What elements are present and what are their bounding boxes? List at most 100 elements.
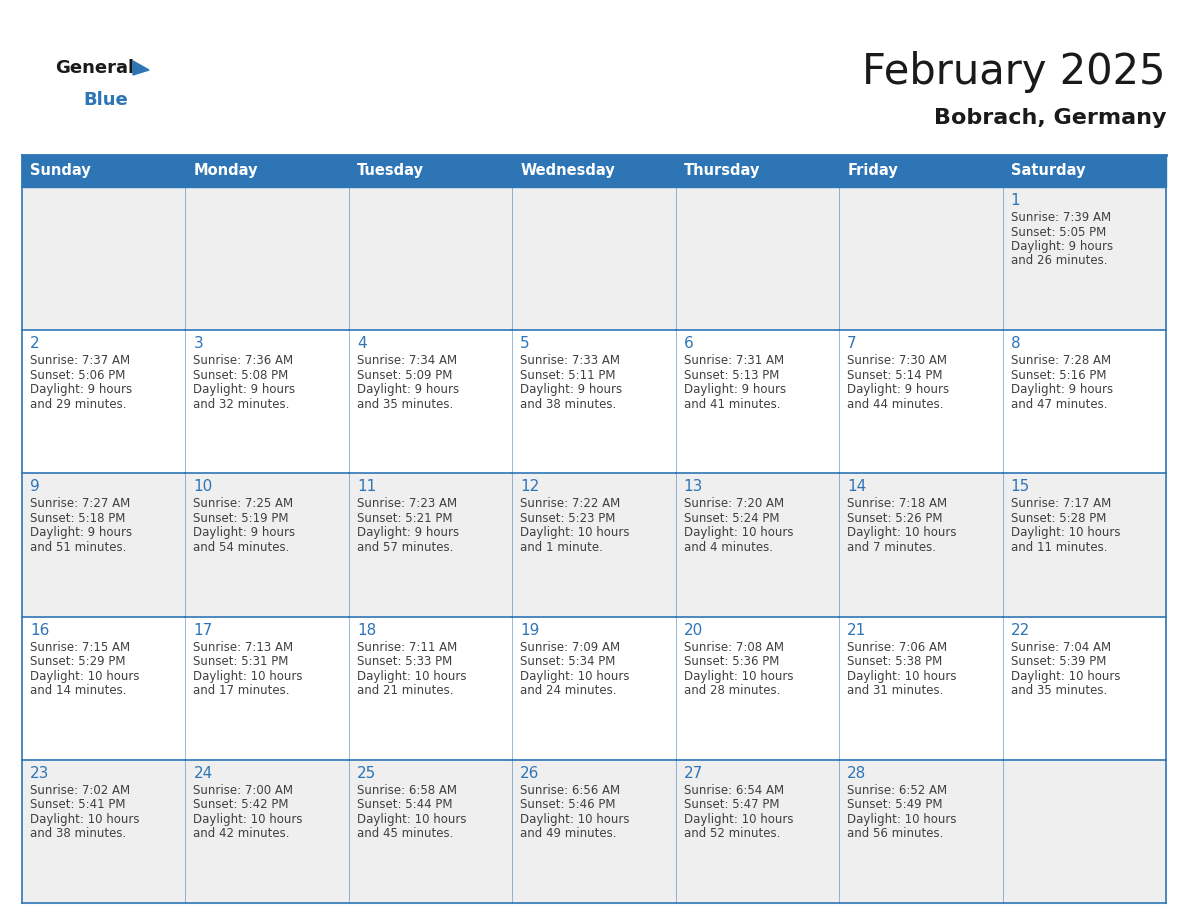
Text: Daylight: 10 hours: Daylight: 10 hours [194,669,303,683]
Text: Sunset: 5:42 PM: Sunset: 5:42 PM [194,799,289,812]
Text: Daylight: 10 hours: Daylight: 10 hours [1011,526,1120,540]
Bar [839,474,1003,617]
Text: and 1 minute.: and 1 minute. [520,541,604,554]
Text: Sunset: 5:44 PM: Sunset: 5:44 PM [356,799,453,812]
Text: 10: 10 [194,479,213,495]
Text: Sunset: 5:06 PM: Sunset: 5:06 PM [30,369,126,382]
Text: and 52 minutes.: and 52 minutes. [684,827,781,840]
Text: and 35 minutes.: and 35 minutes. [1011,684,1107,697]
Text: Sunrise: 7:04 AM: Sunrise: 7:04 AM [1011,641,1111,654]
Text: Sunset: 5:16 PM: Sunset: 5:16 PM [1011,369,1106,382]
Text: Sunset: 5:29 PM: Sunset: 5:29 PM [30,655,126,668]
Bar [23,187,185,330]
Bar [185,617,349,760]
Text: Daylight: 9 hours: Daylight: 9 hours [194,383,296,397]
Text: and 38 minutes.: and 38 minutes. [30,827,126,840]
Text: 14: 14 [847,479,866,495]
Text: Sunset: 5:23 PM: Sunset: 5:23 PM [520,512,615,525]
Text: Daylight: 10 hours: Daylight: 10 hours [520,812,630,826]
Text: 18: 18 [356,622,377,638]
Text: Daylight: 9 hours: Daylight: 9 hours [356,526,459,540]
Text: Sunrise: 6:56 AM: Sunrise: 6:56 AM [520,784,620,797]
Text: Sunset: 5:24 PM: Sunset: 5:24 PM [684,512,779,525]
Text: Sunset: 5:33 PM: Sunset: 5:33 PM [356,655,453,668]
Text: 20: 20 [684,622,703,638]
Text: 27: 27 [684,766,703,781]
Polygon shape [133,61,148,75]
Bar [185,187,349,330]
Text: Daylight: 10 hours: Daylight: 10 hours [684,526,794,540]
Text: Sunset: 5:19 PM: Sunset: 5:19 PM [194,512,289,525]
Text: and 45 minutes.: and 45 minutes. [356,827,454,840]
Text: Sunrise: 7:11 AM: Sunrise: 7:11 AM [356,641,457,654]
Text: Sunset: 5:34 PM: Sunset: 5:34 PM [520,655,615,668]
Text: Daylight: 10 hours: Daylight: 10 hours [847,669,956,683]
Bar [839,187,1003,330]
Text: Sunset: 5:05 PM: Sunset: 5:05 PM [1011,226,1106,239]
Text: Friday: Friday [847,163,898,178]
Text: Daylight: 10 hours: Daylight: 10 hours [194,812,303,826]
Text: Sunrise: 7:15 AM: Sunrise: 7:15 AM [30,641,131,654]
Text: Sunrise: 7:23 AM: Sunrise: 7:23 AM [356,498,457,510]
Text: Daylight: 9 hours: Daylight: 9 hours [30,526,132,540]
Text: and 54 minutes.: and 54 minutes. [194,541,290,554]
Text: and 14 minutes.: and 14 minutes. [30,684,126,697]
Text: Daylight: 10 hours: Daylight: 10 hours [30,669,139,683]
Text: and 41 minutes.: and 41 minutes. [684,397,781,410]
Text: Sunrise: 7:08 AM: Sunrise: 7:08 AM [684,641,784,654]
Bar [349,187,512,330]
Text: 3: 3 [194,336,203,352]
Text: Sunrise: 6:58 AM: Sunrise: 6:58 AM [356,784,457,797]
Bar [185,474,349,617]
Text: and 56 minutes.: and 56 minutes. [847,827,943,840]
Text: 2: 2 [30,336,39,352]
Bar [676,330,839,474]
Bar [185,760,349,903]
Text: 4: 4 [356,336,366,352]
Text: and 17 minutes.: and 17 minutes. [194,684,290,697]
Text: Thursday: Thursday [684,163,760,178]
Text: Daylight: 10 hours: Daylight: 10 hours [356,669,467,683]
Text: 1: 1 [1011,193,1020,208]
Text: Sunrise: 7:31 AM: Sunrise: 7:31 AM [684,354,784,367]
Text: Daylight: 10 hours: Daylight: 10 hours [520,526,630,540]
Bar [349,474,512,617]
Bar [23,760,185,903]
Text: Sunset: 5:14 PM: Sunset: 5:14 PM [847,369,942,382]
Bar [512,474,676,617]
Text: Daylight: 10 hours: Daylight: 10 hours [684,669,794,683]
Text: and 21 minutes.: and 21 minutes. [356,684,454,697]
Text: 28: 28 [847,766,866,781]
Text: 7: 7 [847,336,857,352]
Bar [23,155,1165,187]
Text: Sunrise: 7:20 AM: Sunrise: 7:20 AM [684,498,784,510]
Text: Tuesday: Tuesday [356,163,424,178]
Text: Daylight: 9 hours: Daylight: 9 hours [30,383,132,397]
Bar [512,617,676,760]
Text: Sunrise: 7:17 AM: Sunrise: 7:17 AM [1011,498,1111,510]
Text: 21: 21 [847,622,866,638]
Text: Sunset: 5:39 PM: Sunset: 5:39 PM [1011,655,1106,668]
Text: and 49 minutes.: and 49 minutes. [520,827,617,840]
Bar [676,617,839,760]
Text: Sunday: Sunday [30,163,90,178]
Text: Daylight: 9 hours: Daylight: 9 hours [684,383,785,397]
Text: 15: 15 [1011,479,1030,495]
Text: Sunset: 5:09 PM: Sunset: 5:09 PM [356,369,453,382]
Text: Sunrise: 7:28 AM: Sunrise: 7:28 AM [1011,354,1111,367]
Text: Daylight: 9 hours: Daylight: 9 hours [847,383,949,397]
Text: Daylight: 9 hours: Daylight: 9 hours [356,383,459,397]
Text: Sunrise: 7:25 AM: Sunrise: 7:25 AM [194,498,293,510]
Text: 12: 12 [520,479,539,495]
Text: and 38 minutes.: and 38 minutes. [520,397,617,410]
Text: Daylight: 10 hours: Daylight: 10 hours [684,812,794,826]
Text: Sunrise: 7:18 AM: Sunrise: 7:18 AM [847,498,947,510]
Bar [1003,187,1165,330]
Text: Daylight: 9 hours: Daylight: 9 hours [520,383,623,397]
Text: Sunrise: 7:00 AM: Sunrise: 7:00 AM [194,784,293,797]
Text: Sunrise: 7:09 AM: Sunrise: 7:09 AM [520,641,620,654]
Bar [349,617,512,760]
Text: 17: 17 [194,622,213,638]
Text: Sunset: 5:41 PM: Sunset: 5:41 PM [30,799,126,812]
Text: 8: 8 [1011,336,1020,352]
